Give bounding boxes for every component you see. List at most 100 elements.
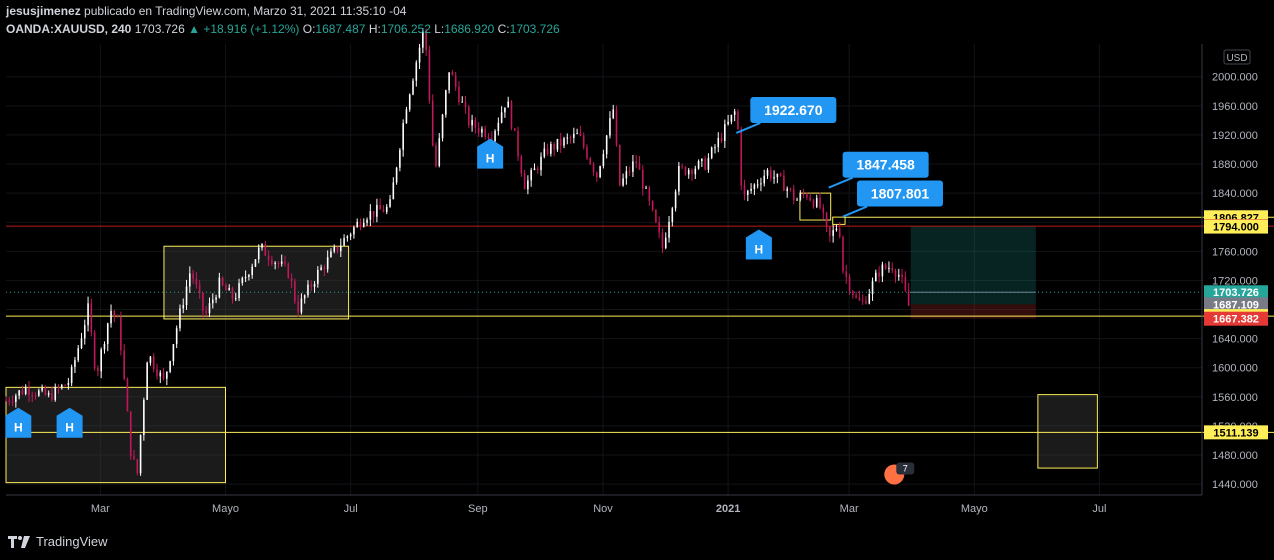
candle-body	[215, 297, 217, 300]
candle-body	[408, 94, 411, 110]
candle-body	[330, 251, 332, 258]
y-tick-label: 1960.000	[1212, 101, 1258, 113]
candle-body	[530, 170, 532, 181]
currency-label: USD	[1226, 53, 1247, 64]
y-tick-label: 2000.000	[1212, 72, 1258, 84]
candle-body	[842, 236, 844, 272]
candle-body	[152, 356, 155, 370]
x-tick-label: Jul	[344, 503, 358, 515]
candle-body	[11, 401, 14, 403]
candle-body	[74, 360, 76, 367]
marker-label: H	[65, 421, 74, 435]
candle-body	[730, 114, 733, 122]
candle-body	[297, 301, 299, 313]
tradingview-logo-icon	[8, 535, 30, 549]
candle-body	[307, 284, 309, 296]
candle-body	[57, 386, 60, 389]
candle-body	[169, 361, 171, 372]
candle-body	[198, 284, 201, 293]
candle-body	[783, 175, 785, 191]
candle-body	[533, 168, 536, 171]
candle-body	[812, 200, 815, 207]
candle-body	[648, 187, 651, 201]
author-name[interactable]: jesusjimenez	[6, 4, 81, 18]
candle-body	[218, 277, 221, 298]
candle-body	[129, 411, 132, 457]
symbol-name[interactable]: OANDA:XAUUSD, 240	[6, 22, 132, 36]
y-tick-label: 1600.000	[1212, 363, 1258, 375]
callout-box	[842, 151, 929, 178]
candle-body	[464, 101, 467, 108]
x-tick-label: Jul	[1092, 503, 1106, 515]
candle-body	[362, 222, 365, 227]
candle-body	[24, 387, 27, 395]
position-loss-zone	[910, 304, 1036, 319]
candle-body	[664, 237, 667, 249]
candle-body	[34, 395, 37, 397]
candle-body	[815, 197, 818, 207]
candle-body	[589, 158, 592, 165]
candle-body	[710, 147, 713, 158]
candle-body	[720, 138, 723, 141]
candle-body	[41, 387, 43, 391]
candle-body	[527, 180, 529, 190]
candle-body	[727, 121, 729, 125]
candle-body	[445, 90, 447, 115]
candle-body	[822, 207, 825, 213]
candle-body	[806, 194, 808, 198]
candle-body	[848, 276, 851, 291]
x-tick-label: Mayo	[212, 503, 239, 515]
chart-grid	[6, 44, 1202, 495]
tradingview-brand[interactable]: TradingView	[8, 534, 108, 549]
ohlc-close-label: C:	[497, 22, 510, 36]
candle-body	[47, 393, 50, 395]
candle-body	[392, 182, 395, 200]
price-level-value: 1667.382	[1213, 314, 1259, 326]
candle-body	[536, 168, 539, 171]
candle-body	[687, 169, 690, 175]
candle-body	[448, 72, 450, 91]
candle-body	[707, 157, 710, 170]
price-chart[interactable]: H H H H 7 1922.670 1847.458 1807.801 1440.000 1…	[0, 0, 1274, 528]
candle-body	[605, 135, 608, 155]
candle-body	[54, 386, 57, 401]
candle-body	[382, 209, 385, 212]
candle-body	[172, 344, 175, 362]
y-tick-label: 1880.000	[1212, 159, 1258, 171]
candle-body	[510, 101, 513, 129]
candle-body	[323, 267, 326, 270]
candle-body	[67, 382, 70, 385]
candle-body	[875, 272, 877, 282]
candle-body	[832, 230, 834, 236]
candle-body	[179, 308, 181, 329]
y-tick-label: 1480.000	[1212, 450, 1258, 462]
candle-body	[786, 188, 788, 191]
candle-body	[264, 243, 267, 256]
candle-body	[21, 390, 24, 395]
candle-body	[901, 274, 903, 277]
price-level-value: 1511.139	[1213, 427, 1258, 439]
candle-body	[225, 285, 227, 291]
candle-body	[779, 173, 782, 176]
candle-body	[573, 133, 575, 138]
candle-body	[520, 156, 523, 174]
candle-body	[628, 171, 631, 173]
candle-body	[743, 185, 746, 195]
candle-body	[766, 170, 769, 176]
candle-body	[678, 166, 680, 192]
price-level-tag	[1204, 297, 1268, 312]
candle-body	[257, 247, 260, 260]
candle-body	[346, 236, 349, 239]
candle-body	[471, 119, 473, 126]
candle-body	[789, 188, 792, 190]
x-tick-label: Mar	[840, 503, 859, 515]
candle-body	[756, 184, 759, 186]
candle-body	[615, 109, 618, 145]
candle-body	[773, 177, 775, 179]
candle-body	[123, 350, 125, 379]
price-level-tag	[1204, 311, 1268, 326]
price-change: ▲ +18.916 (+1.12%)	[188, 22, 300, 36]
y-tick-label: 1720.000	[1212, 275, 1258, 287]
candle-body	[192, 273, 194, 279]
y-tick-label: 1640.000	[1212, 334, 1258, 346]
